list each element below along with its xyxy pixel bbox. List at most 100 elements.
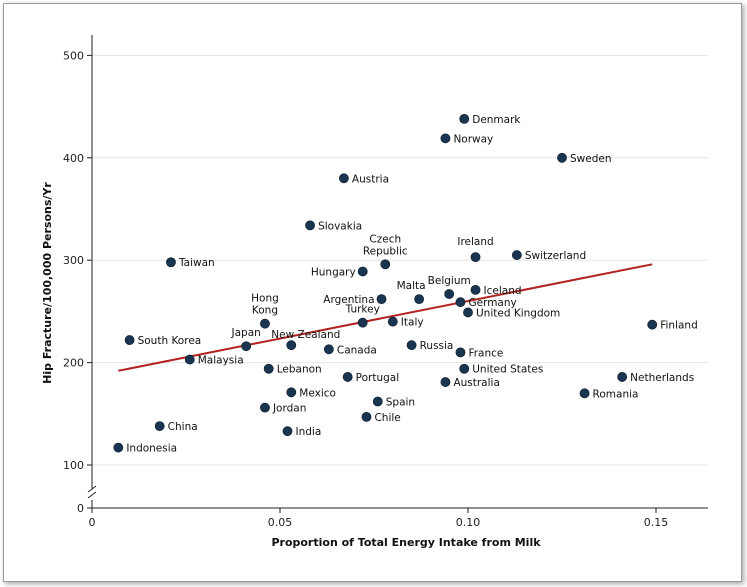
point-hong-kong <box>260 318 270 329</box>
point-label-malta: Malta <box>397 280 426 292</box>
y-axis-title: Hip Fracture/100,000 Persons/Yr <box>41 182 54 384</box>
point-mexico <box>286 387 297 398</box>
x-tick-label: 0 <box>89 516 96 529</box>
point-label-south-korea: South Korea <box>138 335 202 347</box>
point-australia <box>440 377 451 387</box>
axis-break-mark <box>87 485 97 493</box>
point-denmark <box>459 113 470 124</box>
point-japan <box>241 341 252 352</box>
point-turkey <box>357 317 368 328</box>
gridlines <box>92 54 708 466</box>
point-label-germany: Germany <box>468 297 516 309</box>
point-new-zealand <box>286 340 297 351</box>
point-malta <box>414 294 425 305</box>
point-label-united-states: United States <box>472 364 543 376</box>
point-united-states <box>459 363 470 374</box>
point-chile <box>361 411 372 422</box>
point-italy <box>387 316 398 327</box>
point-slovakia <box>305 220 315 231</box>
point-label-slovakia: Slovakia <box>318 220 362 232</box>
point-india <box>282 426 293 437</box>
trend-line-group <box>118 263 653 372</box>
point-label-ireland: Ireland <box>457 236 493 248</box>
point-label-chile: Chile <box>374 412 400 424</box>
point-sweden <box>557 152 567 163</box>
point-finland <box>647 319 658 330</box>
point-label-india: India <box>296 426 322 438</box>
point-label-spain: Spain <box>386 397 415 409</box>
point-ireland <box>470 252 481 263</box>
point-label-austria: Austria <box>352 173 389 185</box>
y-tick-label: 0 <box>77 502 84 515</box>
point-label-turkey: Turkey <box>345 304 380 316</box>
axes: 0 100 200 300 400 500 0 0.05 0.10 0.15 <box>63 34 708 529</box>
point-label-china: China <box>168 421 198 433</box>
point-norway <box>440 133 451 144</box>
point-romania <box>579 388 590 399</box>
x-tick-label: 0.15 <box>644 516 669 529</box>
point-label-france: France <box>468 347 503 359</box>
point-portugal <box>342 372 353 382</box>
point-south-korea <box>124 335 135 345</box>
point-indonesia <box>113 442 124 453</box>
point-label-portugal: Portugal <box>356 372 400 384</box>
point-jordan <box>260 402 270 413</box>
point-belgium <box>444 289 455 299</box>
point-france <box>455 347 466 358</box>
point-label-japan: Japan <box>231 327 261 339</box>
y-tick-label: 300 <box>63 254 84 267</box>
point-label-taiwan: Taiwan <box>178 257 215 269</box>
point-label-italy: Italy <box>401 317 424 329</box>
point-czech-republic <box>380 259 391 270</box>
point-taiwan <box>166 257 176 268</box>
point-label-hungary: Hungary <box>311 266 356 278</box>
point-hungary <box>357 266 368 277</box>
point-malaysia <box>184 354 195 365</box>
point-label-lebanon: Lebanon <box>277 364 322 376</box>
point-canada <box>323 344 334 355</box>
x-tick-label: 0.05 <box>268 516 293 529</box>
point-label-russia: Russia <box>420 340 454 352</box>
point-label-denmark: Denmark <box>472 114 521 126</box>
point-russia <box>406 340 417 351</box>
chart-frame <box>3 3 742 582</box>
point-label-argentina: Argentina <box>323 294 374 306</box>
point-label-iceland: Iceland <box>484 285 522 297</box>
axis-break-mark <box>87 491 97 499</box>
point-label-sweden: Sweden <box>570 153 612 165</box>
point-label-australia: Australia <box>453 377 499 389</box>
point-switzerland <box>511 250 522 260</box>
x-axis-title: Proportion of Total Energy Intake from M… <box>271 536 541 549</box>
point-argentina <box>376 294 387 305</box>
point-germany <box>455 297 466 308</box>
point-label-malaysia: Malaysia <box>198 355 244 367</box>
point-austria <box>339 173 349 184</box>
point-spain <box>372 396 383 407</box>
y-tick-label: 500 <box>63 49 84 62</box>
point-iceland <box>470 284 481 295</box>
point-lebanon <box>263 363 274 374</box>
point-label-hong-kong: Hong Kong <box>251 293 279 317</box>
point-label-mexico: Mexico <box>299 387 336 399</box>
point-label-indonesia: Indonesia <box>126 443 177 455</box>
point-label-norway: Norway <box>453 133 493 145</box>
point-label-belgium: Belgium <box>428 275 471 287</box>
point-china <box>154 421 165 431</box>
point-label-canada: Canada <box>337 344 377 356</box>
point-label-finland: Finland <box>660 320 698 332</box>
point-label-switzerland: Switzerland <box>525 250 586 262</box>
point-label-czech-republic: Czech Republic <box>363 233 408 257</box>
point-label-united-kingdom: United Kingdom <box>476 307 560 319</box>
point-label-netherlands: Netherlands <box>630 372 694 384</box>
y-tick-label: 400 <box>63 152 84 165</box>
trend-line <box>118 263 653 372</box>
y-tick-label: 100 <box>63 459 84 472</box>
x-tick-label: 0.10 <box>456 516 481 529</box>
point-united-kingdom <box>463 307 473 318</box>
point-netherlands <box>617 372 628 382</box>
point-label-romania: Romania <box>593 388 639 400</box>
point-label-new-zealand: New Zealand <box>271 329 340 341</box>
point-label-jordan: Jordan <box>272 403 306 415</box>
